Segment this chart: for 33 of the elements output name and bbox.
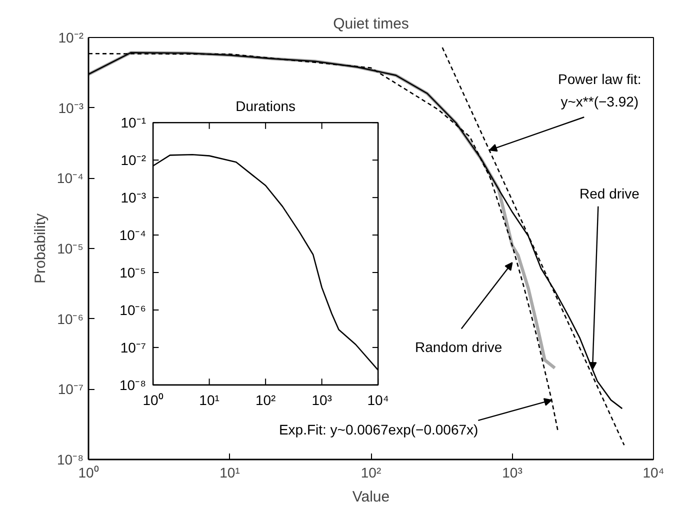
- y-tick-label: 10⁻⁵: [120, 264, 146, 281]
- x-axis-title: Value: [352, 488, 390, 506]
- chart-title: Durations: [236, 98, 296, 114]
- chart-title: Quiet times: [333, 16, 409, 32]
- x-tick-label: 10³: [312, 392, 332, 408]
- x-tick-label: 10⁴: [367, 392, 389, 408]
- y-axis-title: Probability: [32, 212, 49, 284]
- x-tick-label: 10²: [360, 464, 382, 480]
- y-tick-label: 10⁻²: [120, 152, 146, 168]
- y-tick-label: 10⁻⁴: [119, 227, 146, 244]
- x-tick-label: 10¹: [220, 464, 240, 480]
- y-tick-label: 10⁻³: [120, 190, 146, 206]
- y-tick-label: 10⁻³: [58, 100, 84, 116]
- annotation: Red drive: [580, 186, 640, 202]
- x-tick-label: 10³: [502, 464, 523, 480]
- annotation: Random drive: [415, 339, 502, 356]
- y-tick-label: 10⁻⁸: [57, 452, 84, 468]
- x-tick-label: 10⁰: [142, 392, 164, 408]
- y-tick-label: 10⁻⁷: [120, 339, 146, 356]
- y-tick-label: 10⁻²: [58, 30, 84, 46]
- x-tick-label: 10⁴: [642, 464, 664, 480]
- y-tick-label: 10⁻⁶: [120, 302, 146, 318]
- y-tick-label: 10⁻⁴: [56, 170, 84, 186]
- x-tick-label: 10²: [255, 392, 276, 408]
- y-tick-label: 10⁻⁸: [120, 376, 146, 393]
- x-tick-label: 10¹: [199, 392, 220, 408]
- y-tick-label: 10⁻⁵: [57, 240, 84, 256]
- y-tick-label: 10⁻⁷: [58, 381, 84, 398]
- y-tick-label: 10⁻¹: [120, 114, 146, 131]
- x-tick-label: 10⁰: [78, 464, 99, 480]
- y-tick-label: 10⁻⁶: [57, 310, 84, 327]
- annotation: Power law fit: y~x**(−3.92): [558, 71, 642, 110]
- annotation: Exp.Fit: y~0.0067exp(−0.0067x): [278, 422, 478, 438]
